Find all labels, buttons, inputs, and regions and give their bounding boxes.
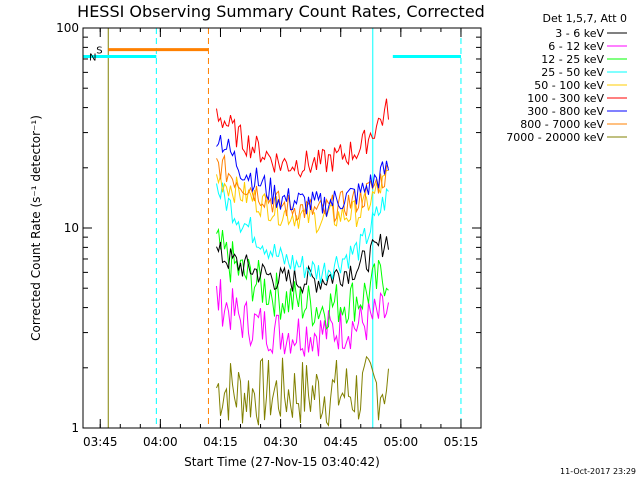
y-tick-label-2: 100 (56, 21, 79, 35)
plot-area: SN (83, 28, 462, 428)
chart-title: HESSI Observing Summary Count Rates, Cor… (77, 2, 485, 21)
x-axis-label: Start Time (27-Nov-15 03:40:42) (184, 455, 380, 469)
series-line-1 (216, 279, 389, 357)
y-axis-label: Corrected Count Rate (s⁻¹ detector⁻¹) (29, 115, 43, 341)
timestamp: 11-Oct-2017 23:29 (560, 467, 636, 476)
series-line-7 (216, 153, 389, 223)
series-line-0 (216, 233, 389, 295)
series-line-6 (216, 134, 389, 217)
series-line-8 (216, 355, 389, 427)
series-line-2 (216, 227, 389, 330)
y-tick-label-1: 10 (64, 221, 79, 235)
legend-label-3: 25 - 50 keV (541, 66, 604, 79)
legend-label-5: 100 - 300 keV (527, 92, 604, 105)
x-tick-label-5: 05:00 (384, 435, 419, 449)
x-tick-label-0: 03:45 (83, 435, 118, 449)
flag-label-0: S (96, 46, 102, 57)
legend-label-8: 7000 - 20000 keV (506, 131, 604, 144)
legend-label-7: 800 - 7000 keV (520, 118, 604, 131)
legend-label-2: 12 - 25 keV (541, 53, 604, 66)
legend-label-4: 50 - 100 keV (534, 79, 604, 92)
series-line-4 (216, 170, 389, 234)
series-line-5 (216, 98, 389, 178)
legend-label-6: 300 - 800 keV (527, 105, 604, 118)
x-tick-label-6: 05:15 (444, 435, 479, 449)
legend-label-1: 6 - 12 keV (548, 40, 604, 53)
flag-label-1: N (89, 53, 96, 64)
x-tick-label-2: 04:15 (203, 435, 238, 449)
x-tick-label-4: 04:45 (323, 435, 358, 449)
x-tick-label-1: 04:00 (143, 435, 178, 449)
axes: 1 10 100 03:45 04:00 04:15 04:30 04:45 05:00 05:1… (56, 21, 482, 449)
x-tick-label-3: 04:30 (263, 435, 298, 449)
legend-label-0: 3 - 6 keV (555, 27, 604, 40)
legend-header: Det 1,5,7, Att 0 (543, 12, 627, 25)
y-tick-label-0: 1 (71, 421, 79, 435)
series-line-3 (216, 182, 389, 284)
